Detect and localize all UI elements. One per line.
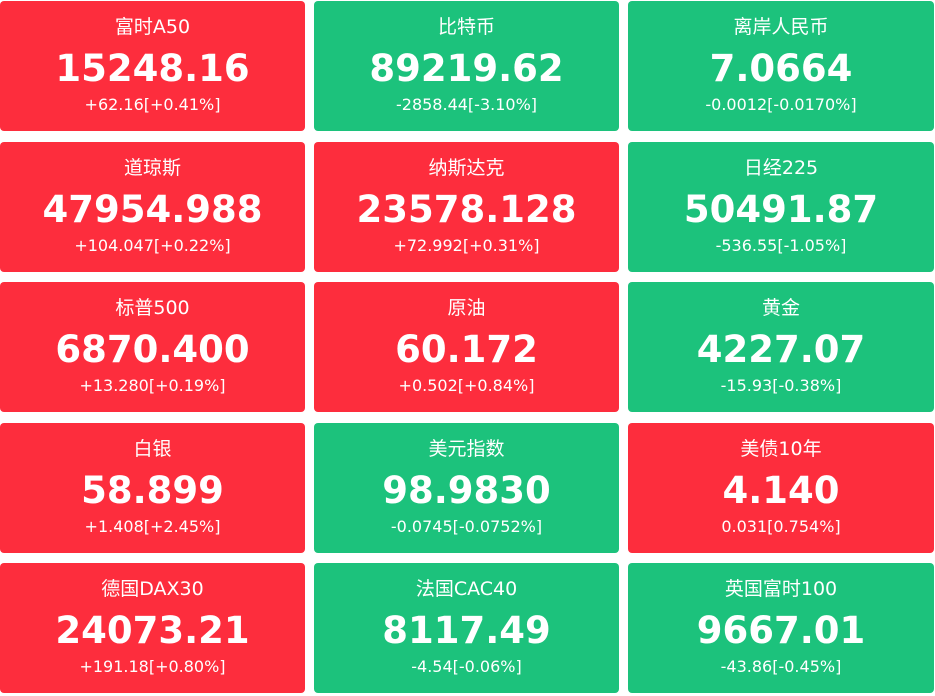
quote-change: -2858.44[-3.10%] xyxy=(395,95,538,114)
quote-tile[interactable]: 白银 58.899 +1.408[+2.45%] xyxy=(0,422,305,553)
quote-change: -536.55[-1.05%] xyxy=(715,235,847,255)
quote-name: 纳斯达克 xyxy=(428,156,505,179)
quote-tile[interactable]: 美债10年 4.140 0.031[0.754%] xyxy=(628,422,934,553)
quote-name: 道琼斯 xyxy=(123,156,181,179)
quote-change: +1.408[+2.45%] xyxy=(84,516,221,536)
quote-tile[interactable]: 美元指数 98.9830 -0.0745[-0.0752%] xyxy=(314,422,619,553)
quote-name: 美债10年 xyxy=(740,437,822,460)
quote-change: -43.86[-0.45%] xyxy=(720,657,842,676)
quote-name: 离岸人民币 xyxy=(733,16,829,38)
quote-change: 0.031[0.754%] xyxy=(721,516,841,536)
quote-tile[interactable]: 英国富时100 9667.01 -43.86[-0.45%] xyxy=(628,563,934,693)
quote-tile[interactable]: 道琼斯 47954.988 +104.047[+0.22%] xyxy=(0,141,305,272)
quote-name: 德国DAX30 xyxy=(101,578,204,600)
quote-name: 原油 xyxy=(447,297,486,319)
quote-change: +0.502[+0.84%] xyxy=(398,376,535,395)
quote-value: 6870.400 xyxy=(55,328,250,371)
quote-tile[interactable]: 富时A50 15248.16 +62.16[+0.41%] xyxy=(0,1,305,131)
quote-change: +72.992[+0.31%] xyxy=(393,235,540,255)
quote-value: 9667.01 xyxy=(696,609,866,652)
quote-name: 日经225 xyxy=(743,156,819,179)
quote-name: 比特币 xyxy=(437,16,495,38)
quote-name: 黄金 xyxy=(761,297,800,319)
quote-value: 8117.49 xyxy=(382,609,551,652)
quote-change: -0.0745[-0.0752%] xyxy=(390,516,543,536)
quote-tile[interactable]: 法国CAC40 8117.49 -4.54[-0.06%] xyxy=(314,563,619,693)
quote-change: -4.54[-0.06%] xyxy=(411,657,522,676)
quote-value: 98.9830 xyxy=(382,468,551,512)
quote-value: 15248.16 xyxy=(55,47,250,90)
quote-tile[interactable]: 黄金 4227.07 -15.93[-0.38%] xyxy=(628,282,934,412)
quote-change: +191.18[+0.80%] xyxy=(79,657,226,676)
quote-value: 7.0664 xyxy=(709,47,853,90)
quote-name: 英国富时100 xyxy=(724,578,838,600)
quote-value: 24073.21 xyxy=(55,609,250,652)
quote-change: -15.93[-0.38%] xyxy=(720,376,842,395)
quote-value: 47954.988 xyxy=(42,187,263,231)
quote-name: 富时A50 xyxy=(114,16,191,38)
quote-value: 4227.07 xyxy=(696,328,866,371)
quote-value: 4.140 xyxy=(722,468,840,512)
quote-tile[interactable]: 离岸人民币 7.0664 -0.0012[-0.0170%] xyxy=(628,1,934,131)
quote-name: 法国CAC40 xyxy=(415,578,518,600)
quote-name: 白银 xyxy=(133,437,172,460)
quote-value: 23578.128 xyxy=(356,187,577,231)
quote-tile[interactable]: 日经225 50491.87 -536.55[-1.05%] xyxy=(628,141,934,272)
quote-change: +104.047[+0.22%] xyxy=(74,235,231,255)
quote-tile[interactable]: 标普500 6870.400 +13.280[+0.19%] xyxy=(0,282,305,412)
quote-name: 美元指数 xyxy=(428,437,505,460)
quote-tile[interactable]: 原油 60.172 +0.502[+0.84%] xyxy=(314,282,619,412)
quote-value: 60.172 xyxy=(395,328,538,371)
quote-tile[interactable]: 纳斯达克 23578.128 +72.992[+0.31%] xyxy=(314,141,619,272)
quote-tile[interactable]: 比特币 89219.62 -2858.44[-3.10%] xyxy=(314,1,619,131)
quote-change: +62.16[+0.41%] xyxy=(84,95,221,114)
quote-value: 58.899 xyxy=(81,468,224,512)
quote-value: 50491.87 xyxy=(683,187,879,231)
quote-change: -0.0012[-0.0170%] xyxy=(705,95,857,114)
quote-tile[interactable]: 德国DAX30 24073.21 +191.18[+0.80%] xyxy=(0,563,305,693)
quote-change: +13.280[+0.19%] xyxy=(79,376,226,395)
quote-value: 89219.62 xyxy=(369,47,564,90)
quote-name: 标普500 xyxy=(115,297,190,319)
